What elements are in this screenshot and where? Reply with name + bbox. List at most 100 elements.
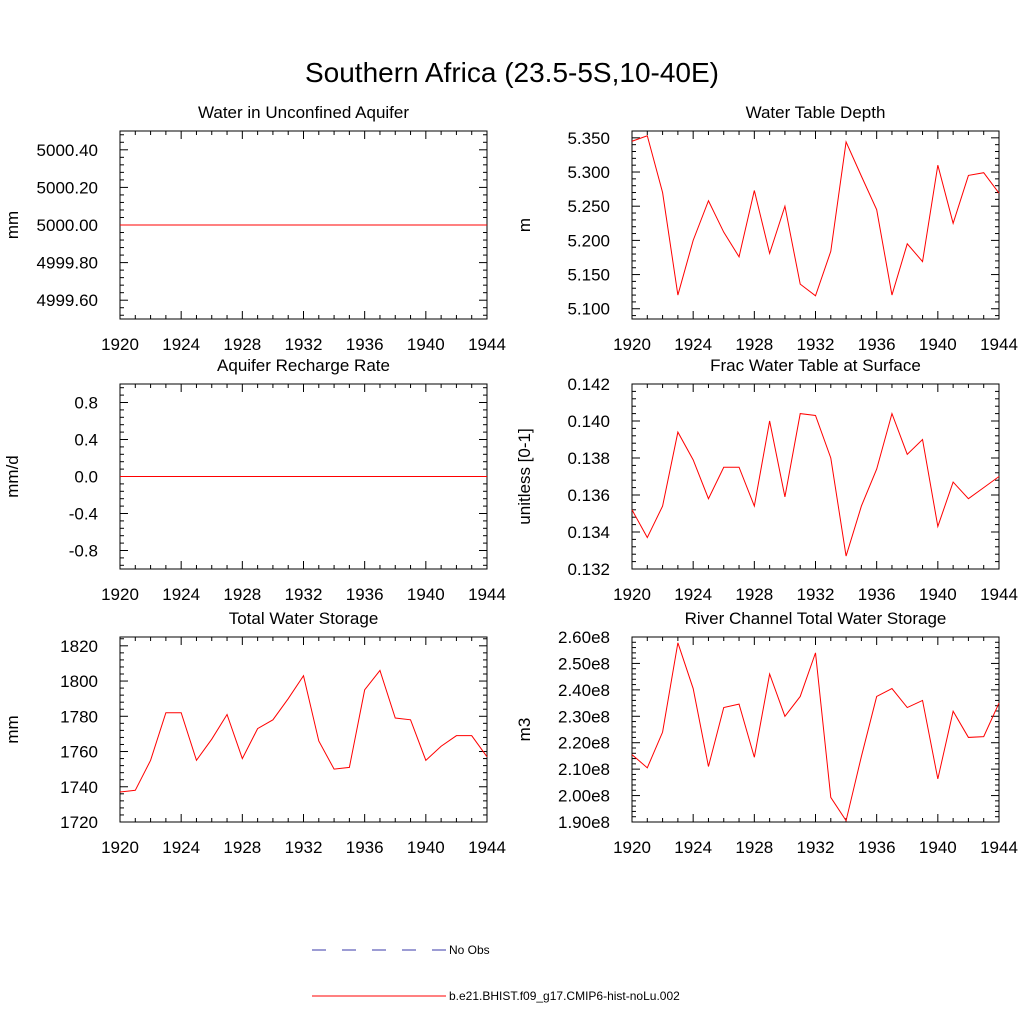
y-tick-label: 2.30e8 — [558, 707, 610, 726]
x-tick-label: 1928 — [223, 585, 261, 604]
x-tick-label: 1920 — [613, 838, 651, 857]
x-tick-label: 1940 — [919, 335, 957, 354]
x-tick-label: 1920 — [101, 335, 139, 354]
x-tick-label: 1936 — [858, 585, 896, 604]
x-tick-label: 1944 — [468, 838, 506, 857]
panel-5: Total Water Storage mm 1920 1924 1928 1932 193… — [3, 609, 506, 857]
y-tick-label: 5.100 — [567, 300, 610, 319]
y-tick-label: 1740 — [60, 778, 98, 797]
panel-1: Water in Unconfined Aquifer mm 1920 1924 192… — [3, 103, 506, 354]
x-tick-label: 1940 — [919, 585, 957, 604]
y-tick-label: 0.136 — [567, 486, 610, 505]
panel-title: Aquifer Recharge Rate — [217, 356, 390, 375]
y-tick-label: 2.00e8 — [558, 787, 610, 806]
series-line-1 — [631, 642, 1000, 822]
series-line-1 — [631, 135, 1000, 297]
x-tick-label: 1936 — [346, 838, 384, 857]
y-tick-label: 4999.60 — [37, 291, 98, 310]
x-tick-label: 1920 — [101, 585, 139, 604]
x-tick-label: 1936 — [858, 838, 896, 857]
panel-4: Frac Water Table at Surface unitless [0-1… — [515, 356, 1018, 604]
y-tick-label: 2.40e8 — [558, 681, 610, 700]
y-tick-label: 1820 — [60, 637, 98, 656]
x-tick-label: 1920 — [613, 335, 651, 354]
x-tick-label: 1928 — [735, 838, 773, 857]
y-tick-label: 0.8 — [74, 394, 98, 413]
legend-label-no-obs: No Obs — [449, 943, 490, 957]
y-axis-label: mm — [3, 211, 22, 239]
y-tick-label: 5000.00 — [37, 216, 98, 235]
x-tick-label: 1928 — [223, 335, 261, 354]
y-tick-label: 2.10e8 — [558, 760, 610, 779]
x-tick-label: 1924 — [162, 838, 200, 857]
y-tick-label: 1800 — [60, 672, 98, 691]
y-tick-label: -0.4 — [69, 505, 98, 524]
panel-3: Aquifer Recharge Rate mm/d 1920 1924 1928 193… — [3, 356, 506, 604]
x-tick-label: 1924 — [162, 585, 200, 604]
y-tick-label: 1720 — [60, 813, 98, 832]
x-tick-label: 1932 — [797, 585, 835, 604]
panel-title: Total Water Storage — [229, 609, 379, 628]
panels: Water in Unconfined Aquifer mm 1920 1924 192… — [3, 103, 1018, 857]
x-tick-label: 1940 — [407, 585, 445, 604]
y-axis-label: mm — [3, 715, 22, 743]
y-tick-label: 0.132 — [567, 560, 610, 579]
y-tick-label: 2.60e8 — [558, 628, 610, 647]
x-tick-label: 1944 — [980, 585, 1018, 604]
y-axis-label: mm/d — [3, 455, 22, 498]
x-tick-label: 1920 — [101, 838, 139, 857]
plot-frame — [119, 636, 488, 823]
x-tick-label: 1932 — [285, 335, 323, 354]
y-tick-label: 1.90e8 — [558, 813, 610, 832]
y-tick-label: 0.134 — [567, 523, 610, 542]
panel-2: Water Table Depth m 1920 1924 1928 1932 1936 19… — [515, 103, 1018, 354]
y-tick-label: 5.150 — [567, 266, 610, 285]
plot-frame — [631, 383, 1000, 570]
y-axis-label: unitless [0-1] — [515, 428, 534, 524]
y-tick-label: 0.142 — [567, 375, 610, 394]
x-tick-label: 1940 — [407, 335, 445, 354]
y-tick-label: -0.8 — [69, 542, 98, 561]
panel-title: Frac Water Table at Surface — [710, 356, 921, 375]
x-tick-label: 1944 — [980, 838, 1018, 857]
x-tick-label: 1940 — [407, 838, 445, 857]
panel-title: River Channel Total Water Storage — [685, 609, 947, 628]
x-tick-label: 1924 — [674, 335, 712, 354]
series-line-1 — [119, 669, 488, 793]
x-tick-label: 1932 — [797, 335, 835, 354]
y-tick-label: 0.4 — [74, 431, 98, 450]
figure-title: Southern Africa (23.5-5S,10-40E) — [305, 57, 719, 88]
y-tick-label: 5.300 — [567, 163, 610, 182]
x-tick-label: 1940 — [919, 838, 957, 857]
x-tick-label: 1920 — [613, 585, 651, 604]
panel-title: Water in Unconfined Aquifer — [198, 103, 409, 122]
x-tick-label: 1944 — [980, 335, 1018, 354]
x-tick-label: 1936 — [346, 335, 384, 354]
x-tick-label: 1924 — [674, 838, 712, 857]
x-tick-label: 1944 — [468, 585, 506, 604]
x-tick-label: 1944 — [468, 335, 506, 354]
y-tick-label: 0.138 — [567, 449, 610, 468]
y-tick-label: 5000.40 — [37, 141, 98, 160]
x-tick-label: 1928 — [223, 838, 261, 857]
x-tick-label: 1928 — [735, 585, 773, 604]
panel-title: Water Table Depth — [746, 103, 886, 122]
plot-frame — [631, 636, 1000, 823]
y-tick-label: 0.140 — [567, 412, 610, 431]
y-tick-label: 5000.20 — [37, 178, 98, 197]
x-tick-label: 1924 — [162, 335, 200, 354]
x-tick-label: 1936 — [858, 335, 896, 354]
y-tick-label: 5.350 — [567, 129, 610, 148]
y-tick-label: 2.20e8 — [558, 734, 610, 753]
y-tick-label: 5.200 — [567, 231, 610, 250]
y-axis-label: m3 — [515, 718, 534, 742]
x-tick-label: 1928 — [735, 335, 773, 354]
x-tick-label: 1936 — [346, 585, 384, 604]
y-tick-label: 0.0 — [74, 468, 98, 487]
y-tick-label: 2.50e8 — [558, 654, 610, 673]
y-tick-label: 5.250 — [567, 197, 610, 216]
legend: No Obs b.e21.BHIST.f09_g17.CMIP6-hist-no… — [312, 943, 680, 1003]
plot-frame — [631, 130, 1000, 320]
y-tick-label: 1780 — [60, 707, 98, 726]
